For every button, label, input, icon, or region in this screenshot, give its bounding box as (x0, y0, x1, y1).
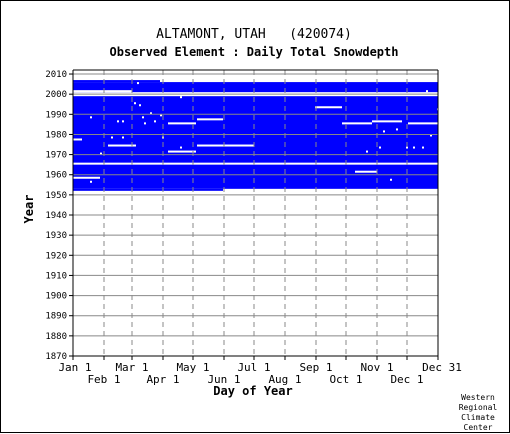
x-tick-label-335: Dec 1 (390, 373, 423, 386)
x-tick-label-182: Jul 1 (237, 361, 270, 374)
chart-title: ALTAMONT, UTAH (420074) (156, 27, 352, 42)
missing-segment-1 (73, 92, 438, 95)
y-tick-label-1970: 1970 (45, 151, 67, 161)
credit-line-3: Climate (461, 413, 495, 422)
missing-segment-11 (197, 144, 254, 147)
y-tick-label-1990: 1990 (45, 110, 67, 120)
x-tick-label-1: Jan 1 (58, 361, 91, 374)
missing-day-12 (154, 120, 156, 123)
missing-segment-12 (168, 150, 196, 153)
x-tick-label-32: Feb 1 (87, 373, 120, 386)
missing-day-15 (383, 130, 385, 133)
y-tick-label-1900: 1900 (45, 292, 67, 302)
y-tick-label-1980: 1980 (45, 130, 67, 140)
missing-day-13 (144, 122, 146, 125)
y-tick-label-1880: 1880 (45, 332, 67, 342)
missing-day-26 (100, 152, 102, 155)
credit-line-4: Center (464, 423, 493, 432)
observed-data-layer (73, 80, 439, 191)
missing-day-9 (142, 116, 144, 119)
y-tick-labels: 1870 1880 1890 1900 1910 1920 1930 1940 1950 1960… (45, 70, 73, 362)
missing-day-10 (117, 120, 119, 123)
x-tick-label-152: Jun 1 (207, 373, 240, 386)
x-tick-label-60: Mar 1 (115, 361, 148, 374)
missing-segment-8 (408, 122, 438, 125)
y-tick-label-1930: 1930 (45, 231, 67, 241)
y-tick-label-1950: 1950 (45, 191, 67, 201)
missing-segment-14 (355, 170, 377, 173)
y-tick-label-1890: 1890 (45, 312, 67, 322)
credit-line-1: Western (461, 393, 495, 402)
missing-segment-10 (108, 144, 136, 147)
missing-segment-7 (342, 122, 372, 125)
y-tick-label-2010: 2010 (45, 70, 67, 80)
missing-day-27 (390, 178, 392, 181)
x-tick-label-121: May 1 (176, 361, 209, 374)
y-tick-label-1870: 1870 (45, 352, 67, 362)
observed-block-0 (73, 188, 223, 191)
missing-day-7 (160, 114, 162, 117)
missing-segment-4 (197, 118, 223, 121)
missing-day-2 (180, 96, 182, 99)
missing-segment-0 (73, 90, 132, 93)
x-tick-labels: Jan 1 Mar 1 May 1 Jul 1 Sep 1 Nov 1 Dec 31 Feb … (58, 356, 462, 386)
missing-day-16 (430, 134, 432, 137)
x-tick-label-274: Oct 1 (329, 373, 362, 386)
x-tick-label-213: Aug 1 (268, 373, 301, 386)
x-tick-label-91: Apr 1 (146, 373, 179, 386)
missing-segment-13 (73, 162, 438, 165)
y-tick-label-1960: 1960 (45, 171, 67, 181)
missing-day-25 (366, 150, 368, 153)
missing-day-14 (396, 128, 398, 131)
y-axis-label: Year (22, 195, 36, 224)
missing-day-3 (134, 102, 136, 105)
missing-segment-5 (372, 120, 402, 123)
missing-day-22 (406, 146, 408, 149)
credit-block: Western Regional Climate Center (459, 393, 498, 432)
x-tick-label-366: Dec 31 (422, 361, 462, 374)
missing-day-23 (413, 146, 415, 149)
missing-segment-15 (73, 176, 100, 179)
x-axis-label: Day of Year (213, 384, 292, 398)
x-tick-label-305: Nov 1 (360, 361, 393, 374)
chart-subtitle: Observed Element : Daily Total Snowdepth (110, 45, 399, 59)
missing-day-11 (122, 120, 124, 123)
missing-segment-9 (73, 138, 82, 141)
observed-block-2 (73, 80, 160, 83)
y-tick-label-1920: 1920 (45, 251, 67, 261)
missing-day-18 (122, 136, 124, 139)
missing-day-6 (150, 112, 152, 115)
observed-block-1 (73, 82, 438, 189)
missing-day-4 (139, 104, 141, 107)
credit-line-2: Regional (459, 403, 498, 412)
x-tick-label-244: Sep 1 (299, 361, 332, 374)
missing-day-21 (379, 146, 381, 149)
missing-day-8 (90, 116, 92, 119)
missing-day-17 (111, 136, 113, 139)
missing-segment-6 (168, 122, 196, 125)
missing-segment-3 (315, 106, 342, 109)
missing-day-20 (180, 146, 182, 149)
missing-segment-2 (73, 94, 438, 97)
y-tick-label-1910: 1910 (45, 271, 67, 281)
missing-day-0 (137, 82, 139, 85)
missing-day-28 (90, 180, 92, 183)
missing-day-24 (422, 146, 424, 149)
y-tick-label-1940: 1940 (45, 211, 67, 221)
y-tick-label-2000: 2000 (45, 90, 67, 100)
missing-day-1 (426, 90, 428, 93)
